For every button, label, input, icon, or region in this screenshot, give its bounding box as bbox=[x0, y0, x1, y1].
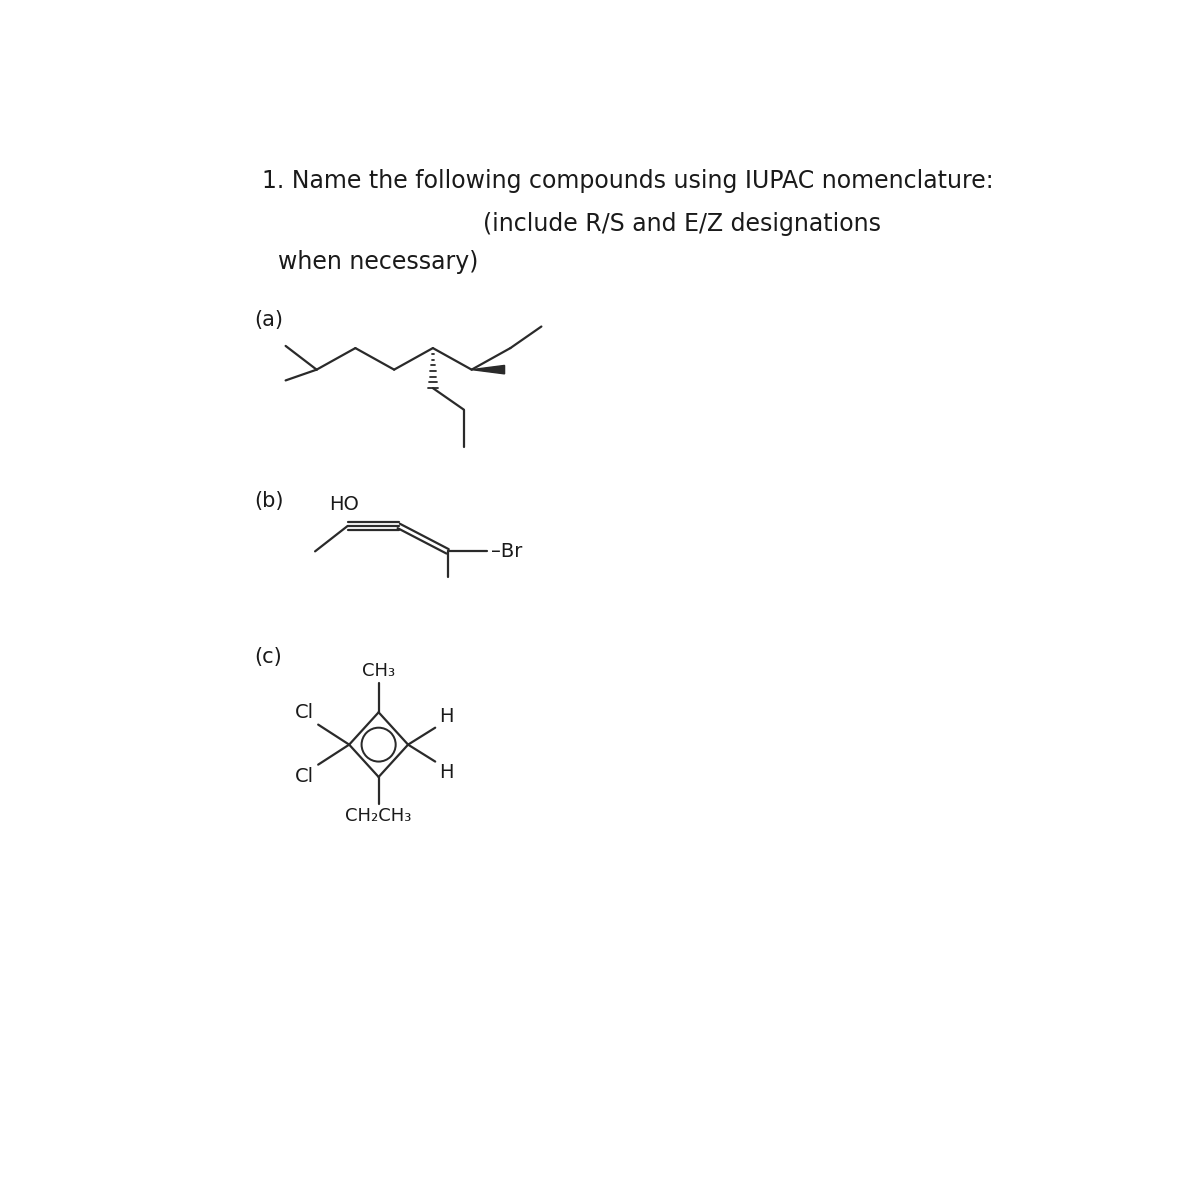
Text: CH₂CH₃: CH₂CH₃ bbox=[346, 807, 412, 826]
Text: H: H bbox=[439, 707, 454, 726]
Text: 1. Name the following compounds using IUPAC nomenclature:: 1. Name the following compounds using IU… bbox=[263, 169, 994, 194]
Text: –Br: –Br bbox=[491, 542, 522, 561]
Text: (c): (c) bbox=[254, 647, 282, 667]
Text: Cl: Cl bbox=[294, 766, 313, 787]
Text: Cl: Cl bbox=[294, 704, 313, 723]
Polygon shape bbox=[472, 365, 504, 374]
Text: (b): (b) bbox=[254, 490, 284, 510]
Text: (include R/S and E/Z designations: (include R/S and E/Z designations bbox=[484, 211, 881, 236]
Text: CH₃: CH₃ bbox=[362, 661, 395, 680]
Text: HO: HO bbox=[329, 495, 359, 514]
Text: (a): (a) bbox=[254, 311, 283, 331]
Text: when necessary): when necessary) bbox=[278, 250, 479, 274]
Text: H: H bbox=[439, 763, 454, 782]
